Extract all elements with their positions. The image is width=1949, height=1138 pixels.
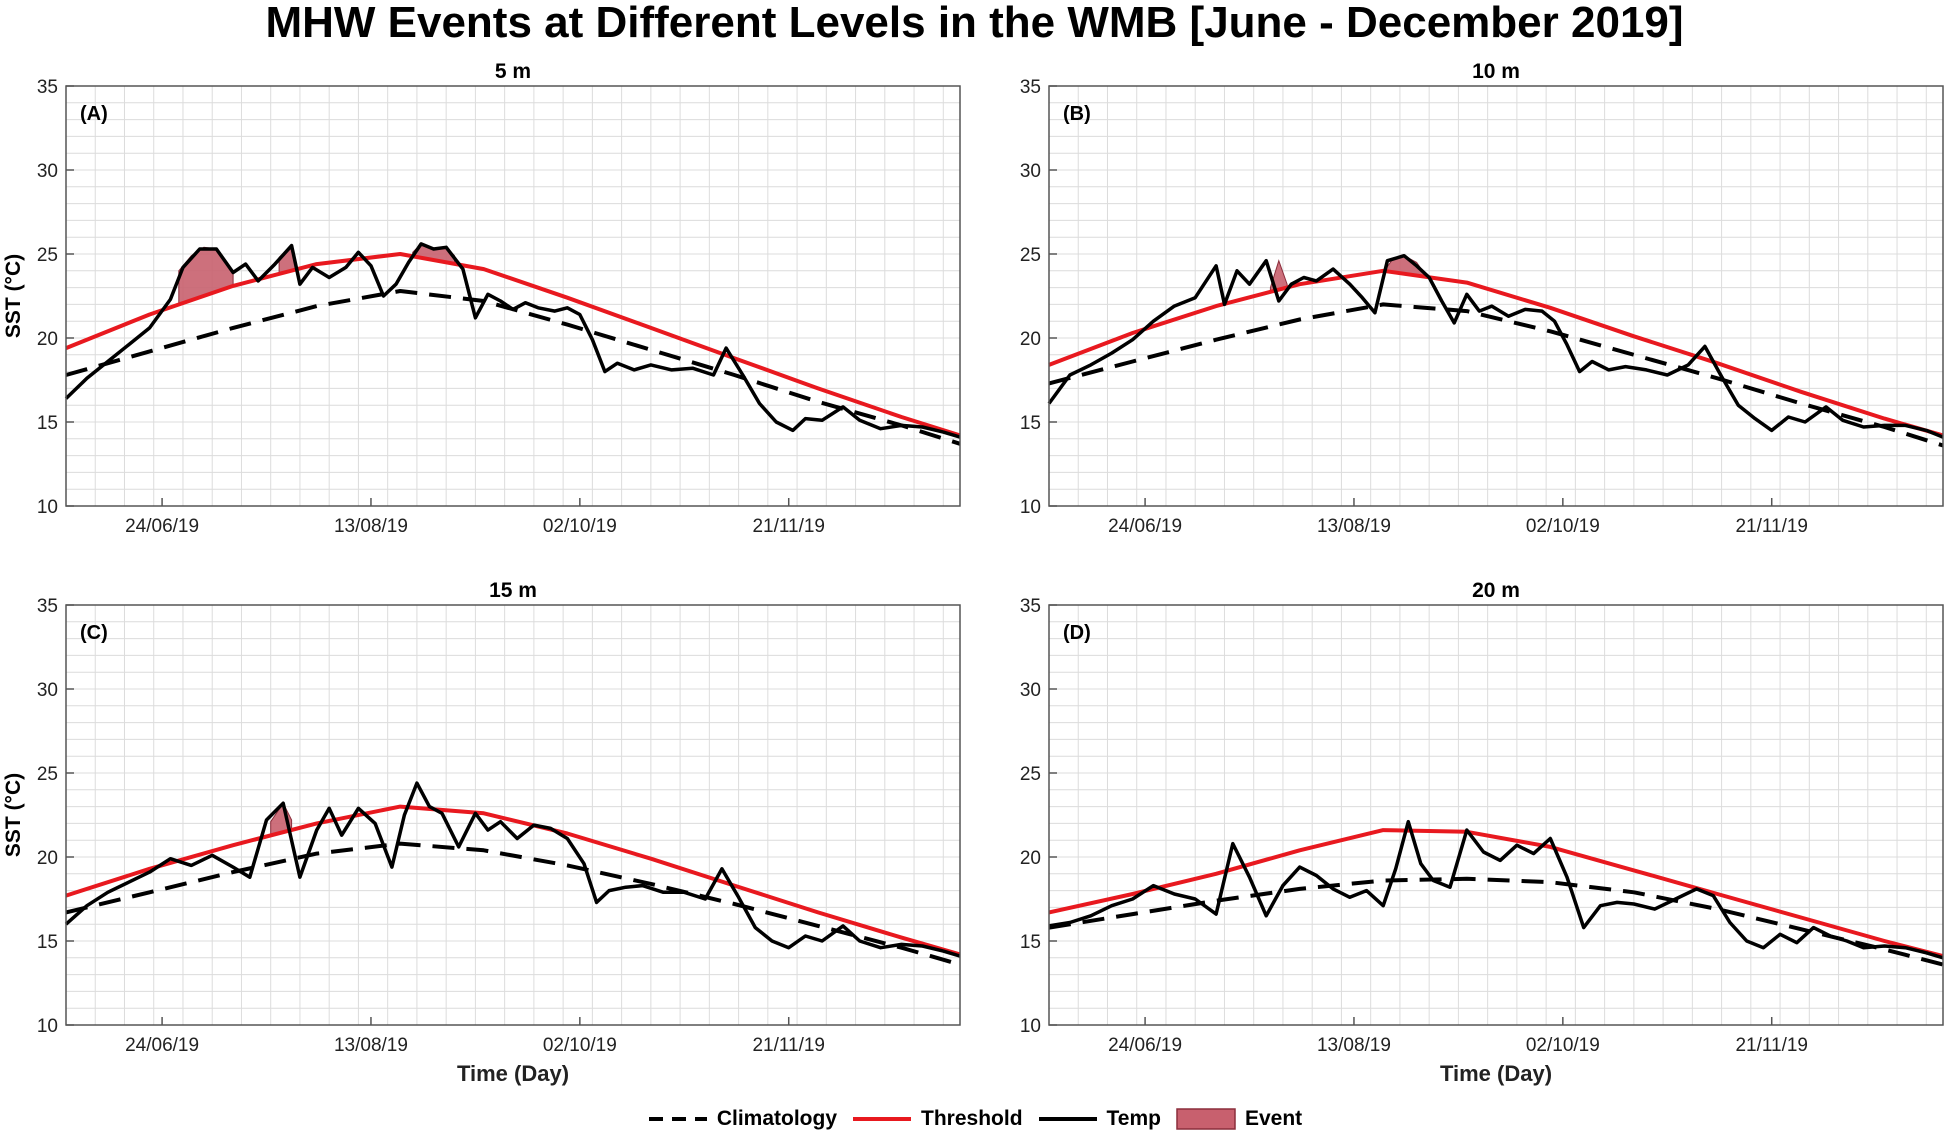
panel-title: 15 m	[489, 579, 537, 602]
chart-panel-1: 10 15 20 25 30 35 24/06/19 13/08/19 02/10/19 21/1…	[2, 60, 961, 537]
event-swatch-icon	[1176, 1108, 1236, 1130]
x-tick-label: 13/08/19	[1317, 516, 1391, 537]
y-tick-label: 25	[1020, 764, 1041, 785]
y-tick-label: 10	[37, 1016, 58, 1037]
temp-swatch-icon	[1038, 1117, 1097, 1121]
x-axis-label: Time (Day)	[457, 1061, 569, 1086]
y-tick-label: 20	[1020, 329, 1041, 350]
y-tick-label: 15	[37, 932, 58, 953]
legend-item-climatology: Climatology	[647, 1107, 837, 1131]
legend-item-threshold: Threshold	[851, 1107, 1023, 1131]
grid-lines	[1049, 605, 1943, 1025]
panel-label: (A)	[80, 103, 108, 125]
x-tick-label: 13/08/19	[334, 1035, 408, 1056]
y-tick-label: 15	[1020, 932, 1041, 953]
y-tick-label: 20	[37, 848, 58, 869]
y-tick-label: 25	[1020, 245, 1041, 266]
series-line-climatology	[65, 841, 961, 967]
x-tick-label: 02/10/19	[1526, 1035, 1600, 1056]
panel-label: (C)	[80, 622, 108, 644]
x-tick-label: 13/08/19	[334, 516, 408, 537]
legend-item-temp: Temp	[1037, 1107, 1161, 1131]
y-axis-label: SST (°C)	[2, 254, 25, 338]
figure-canvas: 10 15 20 25 30 35 24/06/19 13/08/19 02/10/19 21/1…	[2, 60, 1944, 1086]
panel-title: 5 m	[495, 60, 531, 83]
series-line-threshold	[65, 804, 961, 957]
series-line-threshold	[1048, 268, 1944, 438]
grid-lines	[1049, 86, 1943, 506]
y-tick-label: 35	[1020, 77, 1041, 98]
axes-frame	[1048, 85, 1944, 507]
legend-label-threshold: Threshold	[921, 1107, 1023, 1130]
series-line-climatology	[65, 289, 961, 446]
figure-title: MHW Events at Different Levels in the WM…	[265, 0, 1684, 47]
y-tick-label: 20	[37, 329, 58, 350]
y-tick-label: 30	[1020, 680, 1041, 701]
series-line-temp	[1047, 253, 1944, 439]
x-tick-label: 21/11/19	[1735, 1035, 1808, 1056]
y-tick-label: 35	[37, 77, 58, 98]
y-tick-label: 30	[37, 161, 58, 182]
y-tick-label: 25	[37, 245, 58, 266]
x-tick-label: 21/11/19	[752, 516, 825, 537]
x-tick-label: 13/08/19	[1317, 1035, 1391, 1056]
x-tick-label: 21/11/19	[752, 1035, 825, 1056]
panel-label: (D)	[1063, 622, 1091, 644]
y-tick-label: 15	[1020, 413, 1041, 434]
chart-panel-3: 10 15 20 25 30 35 24/06/19 13/08/19 02/10/19 21/1…	[2, 579, 961, 1086]
series-line-temp	[64, 781, 961, 958]
y-tick-label: 30	[37, 680, 58, 701]
x-tick-label: 24/06/19	[125, 1035, 199, 1056]
y-tick-label: 10	[1020, 1016, 1041, 1037]
series-line-climatology	[1048, 302, 1944, 448]
x-tick-label: 02/10/19	[1526, 516, 1600, 537]
y-tick-label: 10	[1020, 497, 1041, 518]
axes-frame	[65, 604, 961, 1026]
legend-label-temp: Temp	[1106, 1107, 1161, 1130]
x-tick-label: 24/06/19	[1108, 1035, 1182, 1056]
series-line-temp	[64, 242, 961, 439]
legend-item-event: Event	[1175, 1107, 1302, 1131]
legend-label-climatology: Climatology	[716, 1107, 838, 1130]
y-tick-label: 10	[37, 497, 58, 518]
grid-lines	[66, 86, 960, 506]
x-tick-label: 24/06/19	[1108, 516, 1182, 537]
y-tick-label: 35	[37, 596, 58, 617]
axes-frame	[65, 85, 961, 507]
y-tick-label: 30	[1020, 161, 1041, 182]
legend: Climatology Threshold Temp Event	[0, 1102, 1949, 1136]
panel-title: 10 m	[1472, 60, 1520, 83]
axes-frame	[1048, 604, 1944, 1026]
x-tick-label: 02/10/19	[543, 1035, 617, 1056]
threshold-swatch-icon	[853, 1117, 912, 1121]
y-tick-label: 25	[37, 764, 58, 785]
legend-label-event: Event	[1244, 1107, 1303, 1130]
y-axis-label: SST (°C)	[2, 773, 25, 857]
panel-label: (B)	[1063, 103, 1091, 125]
x-axis-label: Time (Day)	[1440, 1061, 1552, 1086]
chart-panel-4: 10 15 20 25 30 35 24/06/19 13/08/19 02/10/19 21/1…	[1020, 579, 1944, 1086]
panel-title: 20 m	[1472, 579, 1520, 602]
x-tick-label: 21/11/19	[1735, 516, 1808, 537]
climatology-swatch-icon	[648, 1117, 707, 1121]
series-line-temp	[1048, 819, 1944, 960]
series-line-threshold	[65, 252, 961, 438]
y-tick-label: 15	[37, 413, 58, 434]
y-tick-label: 20	[1020, 848, 1041, 869]
y-tick-label: 35	[1020, 596, 1041, 617]
x-tick-label: 24/06/19	[125, 516, 199, 537]
chart-panel-2: 10 15 20 25 30 35 24/06/19 13/08/19 02/10/19 21/1…	[1020, 60, 1944, 537]
series-line-threshold	[1048, 828, 1944, 959]
grid-lines	[66, 605, 960, 1025]
x-tick-label: 02/10/19	[543, 516, 617, 537]
